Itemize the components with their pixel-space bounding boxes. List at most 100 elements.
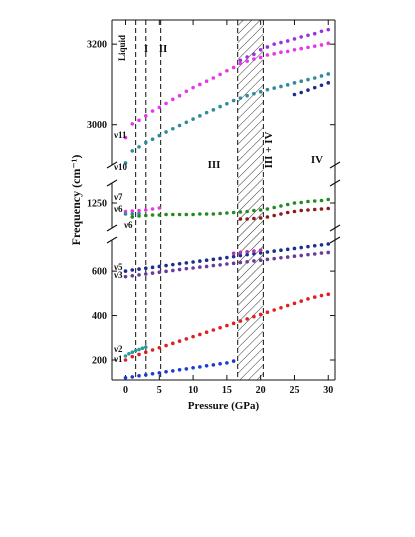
data-point — [258, 55, 263, 60]
y-axis-label: Frequency (cm⁻¹) — [69, 155, 83, 246]
axis-break-mark — [329, 179, 341, 187]
data-point — [252, 52, 256, 57]
data-point — [326, 197, 331, 202]
data-point — [272, 213, 276, 218]
y-tick-label: 400 — [92, 311, 107, 322]
data-point — [211, 363, 216, 367]
data-point — [319, 251, 324, 255]
data-point — [150, 371, 155, 376]
data-point — [245, 93, 249, 98]
data-point — [211, 263, 216, 268]
data-point — [171, 212, 175, 217]
data-point — [171, 126, 175, 131]
data-point — [130, 122, 135, 126]
data-point — [292, 201, 297, 205]
data-point — [272, 249, 276, 253]
data-point — [319, 243, 324, 247]
data-point — [299, 253, 304, 258]
data-point — [218, 72, 222, 77]
data-point — [137, 208, 141, 213]
region-label: III + IV — [263, 132, 275, 169]
data-point — [143, 213, 148, 218]
data-point — [285, 303, 290, 308]
data-point — [326, 292, 331, 297]
data-point — [184, 266, 189, 271]
data-point — [191, 266, 195, 270]
data-point — [231, 261, 236, 266]
data-point — [312, 207, 317, 212]
region-label: II — [159, 43, 168, 55]
data-point — [285, 39, 290, 43]
data-point — [123, 354, 128, 358]
data-point — [225, 68, 229, 73]
data-point — [258, 258, 263, 263]
data-point — [231, 321, 236, 326]
data-point — [245, 55, 249, 59]
data-point — [252, 314, 256, 319]
data-point — [218, 263, 222, 267]
data-point — [218, 211, 222, 216]
data-point — [164, 269, 168, 274]
data-point — [225, 255, 229, 260]
data-point — [171, 268, 175, 273]
data-point — [157, 264, 162, 269]
data-point — [130, 212, 135, 216]
data-point — [198, 265, 202, 269]
data-point — [123, 161, 128, 165]
data-point — [137, 347, 141, 352]
data-point — [123, 135, 128, 140]
mode-label: ν1 — [113, 354, 123, 364]
y-tick-label: 3000 — [87, 120, 107, 131]
data-point — [177, 93, 182, 98]
data-point — [231, 359, 236, 363]
data-point — [299, 35, 304, 39]
data-point — [272, 86, 276, 90]
data-point — [123, 375, 128, 380]
data-point — [164, 130, 168, 134]
data-point — [279, 305, 283, 310]
data-point — [292, 246, 297, 251]
data-point — [292, 209, 297, 214]
data-point — [285, 247, 290, 252]
data-point — [326, 41, 331, 46]
x-tick-label: 20 — [256, 385, 266, 396]
data-point — [252, 216, 256, 221]
data-point — [130, 209, 135, 213]
data-point — [258, 89, 263, 94]
data-point — [258, 216, 263, 220]
data-point — [137, 352, 141, 357]
data-point — [171, 97, 175, 102]
x-tick-label: 0 — [123, 385, 128, 396]
data-point — [319, 43, 324, 47]
data-point — [231, 98, 236, 103]
data-point — [198, 365, 202, 369]
axis-break-mark — [329, 161, 341, 169]
data-point — [177, 339, 182, 343]
data-point — [258, 312, 263, 317]
data-point — [299, 299, 304, 303]
data-point — [123, 274, 128, 279]
data-point — [137, 273, 141, 277]
data-point — [177, 267, 182, 272]
data-point — [157, 206, 162, 210]
data-point — [211, 328, 216, 332]
data-point — [292, 48, 297, 52]
data-point — [279, 212, 283, 216]
data-point — [164, 212, 168, 217]
data-point — [285, 202, 290, 207]
data-point — [272, 308, 276, 312]
data-point — [279, 204, 283, 208]
data-point — [238, 210, 243, 214]
data-point — [157, 371, 162, 375]
data-point — [143, 345, 148, 349]
region-label: Liquid — [117, 35, 127, 61]
data-point — [252, 208, 256, 213]
data-point — [312, 31, 317, 36]
data-point — [292, 92, 297, 97]
data-point — [211, 212, 216, 216]
data-point — [191, 260, 195, 264]
data-point — [204, 363, 209, 368]
data-point — [191, 334, 195, 339]
data-point — [198, 114, 202, 118]
data-point — [252, 249, 256, 253]
